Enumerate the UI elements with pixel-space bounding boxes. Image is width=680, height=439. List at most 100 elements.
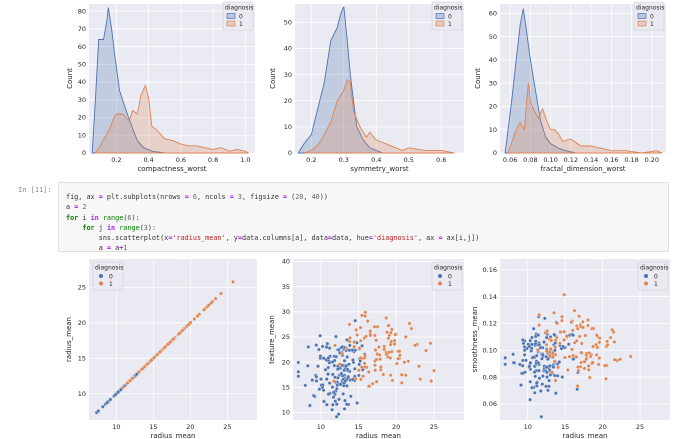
- data-point-class-1: [357, 368, 361, 373]
- legend-marker-0: [438, 274, 442, 278]
- code-token: ax[i,j]): [442, 234, 480, 243]
- data-point-class-1: [388, 342, 393, 347]
- y-tick-label: 0.16: [483, 266, 497, 274]
- data-point-class-1: [432, 368, 436, 373]
- data-point-class-1: [582, 359, 587, 364]
- code-token: =: [282, 193, 288, 201]
- data-point-class-1: [374, 338, 379, 343]
- data-point-class-1: [125, 381, 130, 385]
- data-point-class-0: [544, 384, 548, 389]
- data-point-class-1: [552, 310, 556, 315]
- y-tick-label: 50: [284, 18, 292, 26]
- data-point-class-1: [586, 323, 590, 328]
- data-point-class-0: [528, 379, 533, 384]
- data-point-class-1: [597, 356, 602, 360]
- data-point-class-0: [530, 335, 534, 340]
- x-axis-label: fractal_dimension_worst: [541, 165, 626, 173]
- data-point-class-1: [155, 352, 159, 357]
- data-point-class-1: [377, 345, 381, 349]
- code-token: i: [78, 213, 91, 222]
- data-point-class-0: [542, 340, 546, 344]
- data-point-class-0: [529, 349, 534, 353]
- data-point-class-0: [310, 378, 315, 382]
- code-token: =: [368, 234, 373, 243]
- code-cell[interactable]: fig, ax = plt.subplots(nrows = 6, ncols …: [58, 182, 669, 252]
- data-point-class-0: [325, 402, 329, 407]
- data-point-class-0: [554, 391, 558, 396]
- legend-swatch-0: [637, 13, 647, 19]
- data-point-class-1: [618, 357, 623, 362]
- data-point-class-0: [533, 374, 538, 379]
- data-point-class-0: [334, 386, 339, 391]
- data-point-class-1: [560, 318, 564, 323]
- x-tick-label: 0.6: [436, 156, 446, 164]
- y-axis-label: Count: [66, 68, 74, 89]
- y-tick-label: 10: [78, 390, 86, 398]
- data-point-class-0: [343, 398, 347, 403]
- x-tick-label: 25: [636, 423, 644, 431]
- x-tick-label: 0.16: [604, 156, 618, 164]
- data-point-class-0: [333, 399, 338, 404]
- legend-label: 1: [239, 21, 243, 28]
- legend-label: 1: [654, 281, 658, 288]
- code-token: fig, ax: [66, 193, 99, 201]
- data-point-class-1: [403, 373, 408, 378]
- x-tick-label: 20: [392, 423, 400, 431]
- data-point-class-1: [577, 314, 581, 319]
- data-point-class-0: [352, 366, 357, 371]
- legend-title: diagnosis: [434, 5, 462, 12]
- x-tick-label: 0.18: [624, 156, 638, 164]
- y-tick-label: 40: [284, 45, 292, 53]
- data-point-class-1: [373, 348, 378, 352]
- data-point-class-0: [334, 354, 339, 359]
- code-token: =: [237, 234, 242, 243]
- x-tick-label: 0.08: [523, 156, 537, 164]
- data-point-class-1: [581, 325, 585, 330]
- data-point-class-1: [333, 343, 337, 348]
- data-point-class-1: [353, 376, 358, 381]
- x-tick-label: 25: [430, 423, 438, 431]
- data-point-class-0: [305, 364, 310, 368]
- data-point-class-1: [347, 322, 352, 327]
- data-point-class-0: [534, 353, 539, 358]
- data-point-class-1: [361, 374, 366, 379]
- data-point-class-0: [344, 364, 349, 368]
- data-point-class-1: [586, 368, 591, 372]
- legend: diagnosis 01: [431, 1, 462, 31]
- y-tick-label: 35: [282, 283, 290, 291]
- data-point-class-1: [428, 341, 433, 346]
- data-point-class-0: [348, 394, 353, 399]
- code-token: [66, 224, 82, 232]
- y-tick-label: 10: [78, 131, 86, 139]
- code-token: 1: [123, 244, 128, 253]
- data-point-class-0: [330, 360, 335, 364]
- code-token: a: [66, 244, 107, 253]
- y-axis-label: Count: [474, 68, 482, 89]
- data-point-class-0: [335, 376, 340, 380]
- data-point-class-1: [374, 379, 379, 384]
- data-point-class-1: [378, 357, 383, 362]
- code-token: =: [229, 193, 234, 201]
- data-point-class-1: [547, 353, 552, 358]
- code-token: =: [438, 234, 443, 243]
- data-point-class-0: [358, 359, 363, 363]
- data-point-class-0: [330, 372, 335, 377]
- code-token: =: [168, 234, 173, 243]
- x-tick-label: 0.14: [584, 156, 598, 164]
- data-point-class-0: [530, 342, 534, 347]
- data-point-class-1: [337, 362, 342, 367]
- y-tick-label: 80: [78, 7, 86, 15]
- y-axis-label: texture_mean: [268, 315, 276, 364]
- data-point-class-1: [586, 364, 591, 368]
- legend: diagnosis 01: [431, 261, 462, 291]
- data-point-class-0: [531, 355, 536, 359]
- data-point-class-1: [588, 354, 593, 359]
- legend-label: 1: [650, 21, 654, 28]
- data-point-class-0: [325, 341, 330, 346]
- data-point-class-0: [532, 390, 537, 395]
- data-point-class-1: [597, 340, 602, 345]
- code-line: for i in range(6):: [66, 213, 668, 223]
- data-point-class-0: [541, 374, 545, 378]
- data-point-class-1: [602, 363, 607, 368]
- data-point-class-1: [553, 378, 558, 383]
